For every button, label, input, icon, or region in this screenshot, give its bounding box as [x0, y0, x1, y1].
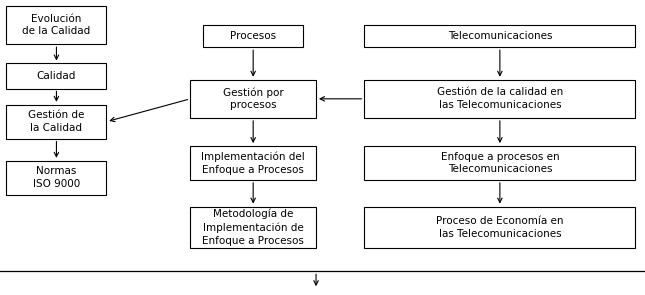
- Text: Calidad: Calidad: [37, 71, 76, 81]
- Text: Telecomunicaciones: Telecomunicaciones: [448, 31, 552, 41]
- FancyBboxPatch shape: [6, 161, 106, 195]
- Text: Evolución
de la Calidad: Evolución de la Calidad: [23, 14, 90, 37]
- FancyBboxPatch shape: [6, 105, 106, 139]
- Text: Metodología de
Implementación de
Enfoque a Procesos: Metodología de Implementación de Enfoque…: [203, 209, 304, 245]
- Text: Gestión de
la Calidad: Gestión de la Calidad: [28, 110, 84, 133]
- FancyBboxPatch shape: [203, 25, 303, 47]
- Text: Gestión de la calidad en
las Telecomunicaciones: Gestión de la calidad en las Telecomunic…: [437, 87, 563, 110]
- FancyBboxPatch shape: [364, 206, 635, 248]
- Text: Normas
ISO 9000: Normas ISO 9000: [33, 166, 80, 189]
- Text: Proceso de Economía en
las Telecomunicaciones: Proceso de Economía en las Telecomunicac…: [436, 216, 564, 239]
- FancyBboxPatch shape: [190, 80, 316, 118]
- Text: Procesos: Procesos: [230, 31, 276, 41]
- Text: Gestión por
procesos: Gestión por procesos: [223, 87, 284, 110]
- FancyBboxPatch shape: [190, 206, 316, 248]
- Text: Implementación del
Enfoque a Procesos: Implementación del Enfoque a Procesos: [201, 151, 305, 175]
- Text: Enfoque a procesos en
Telecomunicaciones: Enfoque a procesos en Telecomunicaciones: [441, 152, 559, 174]
- FancyBboxPatch shape: [6, 63, 106, 88]
- FancyBboxPatch shape: [190, 146, 316, 180]
- FancyBboxPatch shape: [364, 146, 635, 180]
- FancyBboxPatch shape: [364, 80, 635, 118]
- FancyBboxPatch shape: [364, 25, 635, 47]
- FancyBboxPatch shape: [6, 6, 106, 44]
